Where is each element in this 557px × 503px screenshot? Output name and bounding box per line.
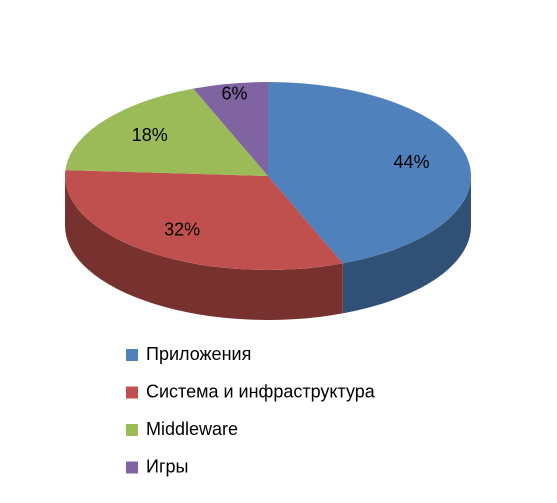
pie-slice: [65, 170, 343, 320]
legend-label: Middleware: [146, 419, 238, 439]
pie-slice: [65, 88, 268, 176]
pie-slice: [193, 82, 268, 176]
legend-swatch: [126, 424, 138, 436]
data-label: 18%: [132, 125, 168, 145]
pie-slice: [268, 82, 472, 314]
legend-swatch: [126, 386, 138, 399]
legend-label: Приложения: [146, 344, 251, 364]
slice-top: [193, 82, 268, 176]
data-label: 44%: [394, 152, 430, 172]
slice-top: [65, 88, 268, 176]
legend-swatch: [126, 349, 138, 361]
data-label: 32%: [164, 220, 200, 240]
legend-label: Игры: [146, 456, 188, 476]
data-label: 6%: [222, 83, 248, 103]
slice-top: [65, 170, 343, 270]
slice-side: [342, 176, 471, 314]
slice-side: [65, 176, 343, 320]
slice-top: [268, 82, 472, 264]
legend-swatch: [126, 461, 138, 474]
legend-label: Система и инфраструктура: [146, 381, 376, 401]
